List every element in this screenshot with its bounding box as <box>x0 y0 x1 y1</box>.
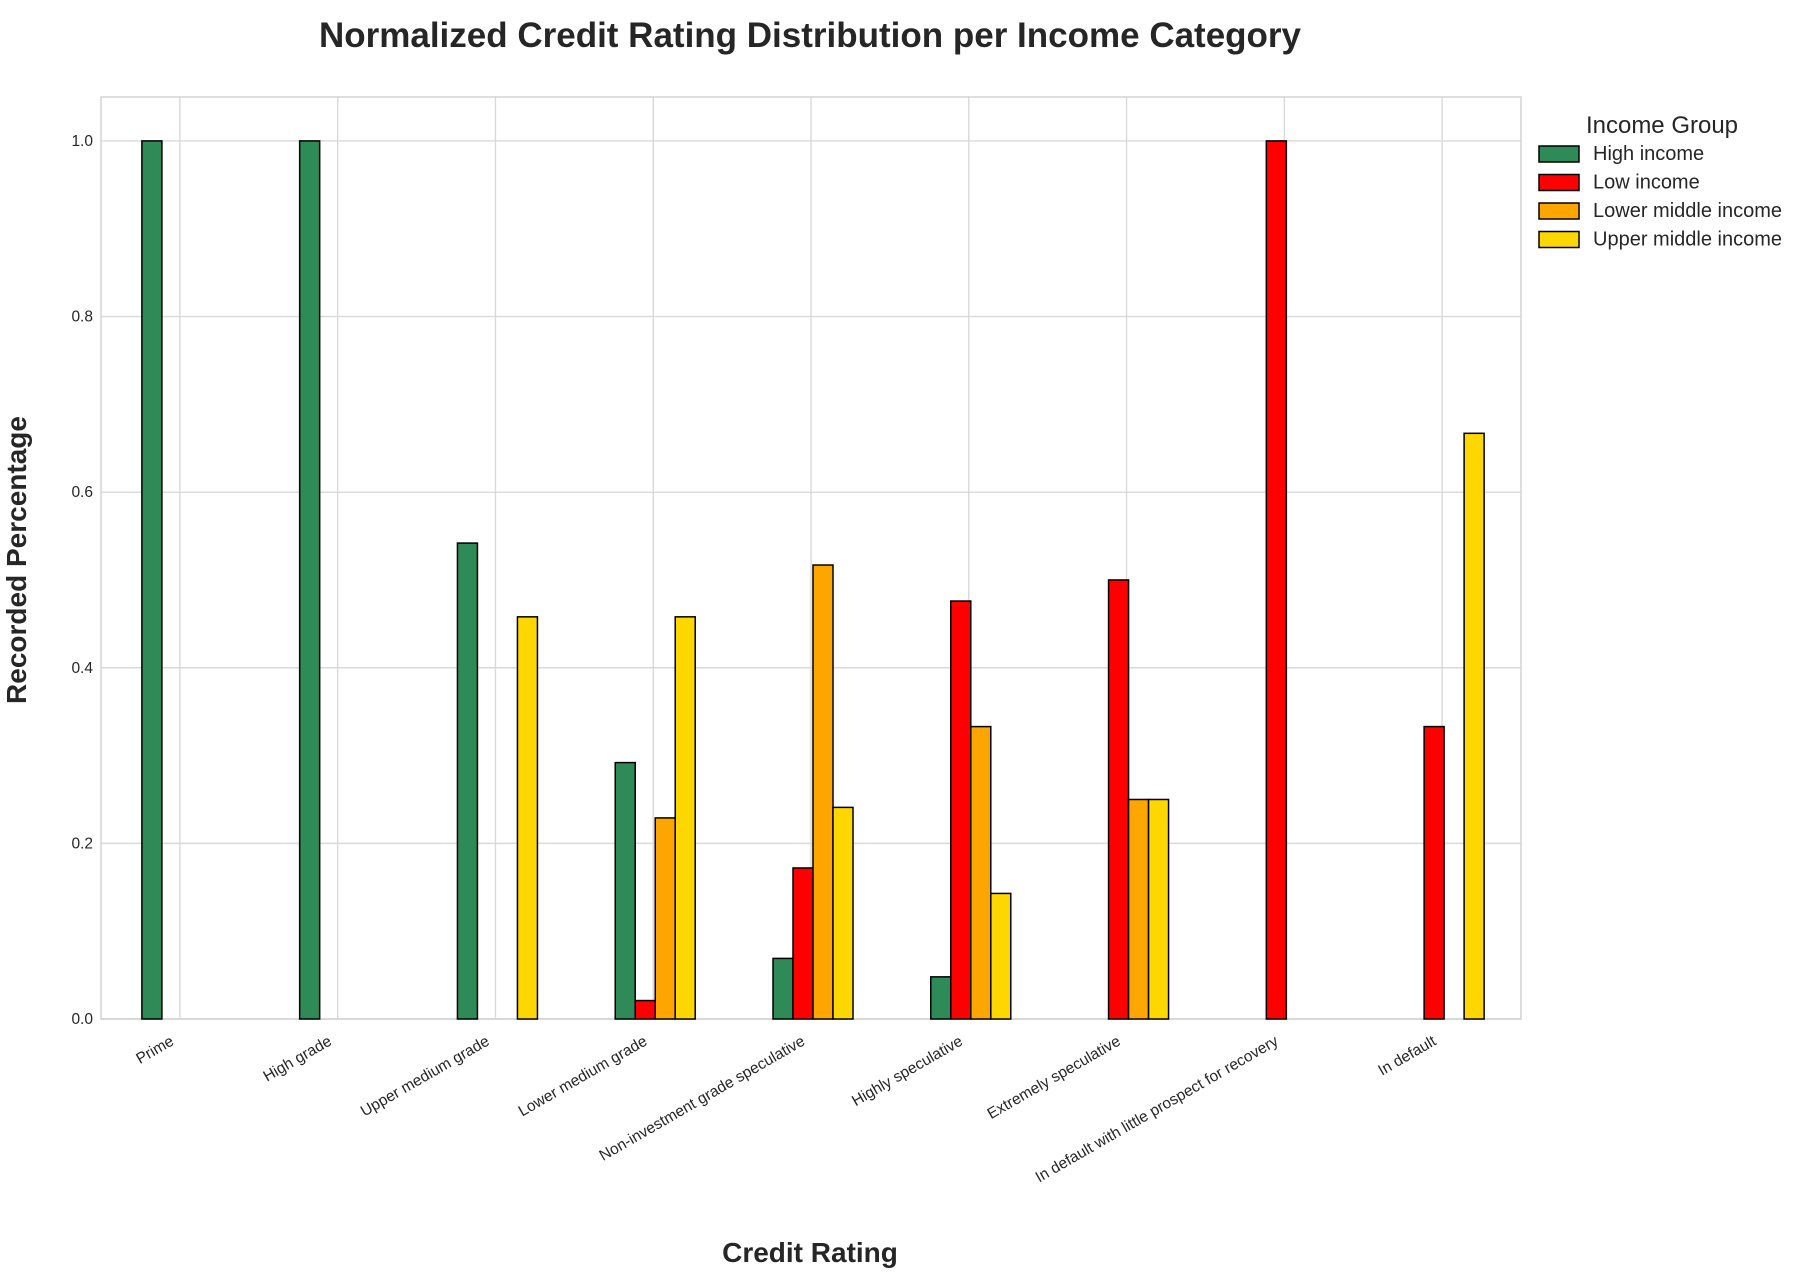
x-tick-label: Highly speculative <box>849 1033 966 1110</box>
bar <box>950 600 972 1020</box>
bar <box>930 976 952 1020</box>
bar <box>674 616 696 1020</box>
bar <box>141 140 163 1020</box>
legend-label: Low income <box>1593 172 1700 194</box>
legend-swatch <box>1538 173 1580 192</box>
x-axis-title: Credit Rating <box>722 1237 898 1268</box>
y-tick-label: 0.4 <box>71 660 93 677</box>
bar <box>772 957 794 1020</box>
legend-swatch <box>1538 145 1580 163</box>
x-tick-label: Extremely speculative <box>984 1033 1123 1123</box>
y-axis-ticks: 0.0 0.2 0.4 0.6 0.8 1.0 <box>71 133 93 1028</box>
chart-title: Normalized Credit Rating Distribution pe… <box>319 16 1302 55</box>
bar <box>792 867 814 1020</box>
bars <box>141 140 1485 1020</box>
legend-label: Lower middle income <box>1593 200 1782 222</box>
x-tick-label: High grade <box>260 1033 334 1086</box>
legend-label: Upper middle income <box>1593 229 1782 251</box>
bar <box>1107 579 1130 1020</box>
x-tick-label: In default <box>1375 1032 1439 1079</box>
y-tick-label: 0.6 <box>71 484 93 501</box>
y-tick-label: 0.8 <box>71 309 93 326</box>
y-tick-label: 1.0 <box>71 133 93 150</box>
x-tick-label: Lower medium grade <box>516 1033 651 1121</box>
legend-swatch <box>1538 202 1580 220</box>
y-axis-title: Recorded Percentage <box>1 416 32 704</box>
legend-label: High income <box>1593 143 1704 165</box>
bar <box>832 806 854 1020</box>
bar <box>1423 725 1445 1020</box>
x-tick-label: In default with little prospect for reco… <box>1033 1033 1282 1187</box>
legend-items: High income Low income Lower middle income… <box>1538 143 1782 251</box>
bar <box>1265 140 1288 1020</box>
y-tick-label: 0.2 <box>71 835 93 852</box>
bar <box>516 616 539 1020</box>
bar <box>970 725 992 1020</box>
bar <box>634 999 656 1020</box>
bar <box>614 761 636 1020</box>
bar <box>298 140 321 1020</box>
bar <box>654 817 676 1020</box>
x-tick-label: Prime <box>133 1033 177 1068</box>
y-tick-label: 0.0 <box>71 1011 93 1028</box>
bar <box>456 542 479 1020</box>
bar <box>990 892 1012 1020</box>
legend-title: Income Group <box>1586 112 1738 139</box>
bar <box>1147 798 1170 1020</box>
legend: Income Group High income Low income Lower … <box>1538 112 1782 251</box>
bar <box>1127 798 1150 1020</box>
bar <box>812 564 834 1020</box>
bar <box>1463 432 1485 1020</box>
legend-swatch <box>1538 230 1580 249</box>
x-axis-ticks: Prime High grade Upper medium grade Lower m… <box>133 1032 1439 1186</box>
x-tick-label: Upper medium grade <box>358 1033 493 1121</box>
